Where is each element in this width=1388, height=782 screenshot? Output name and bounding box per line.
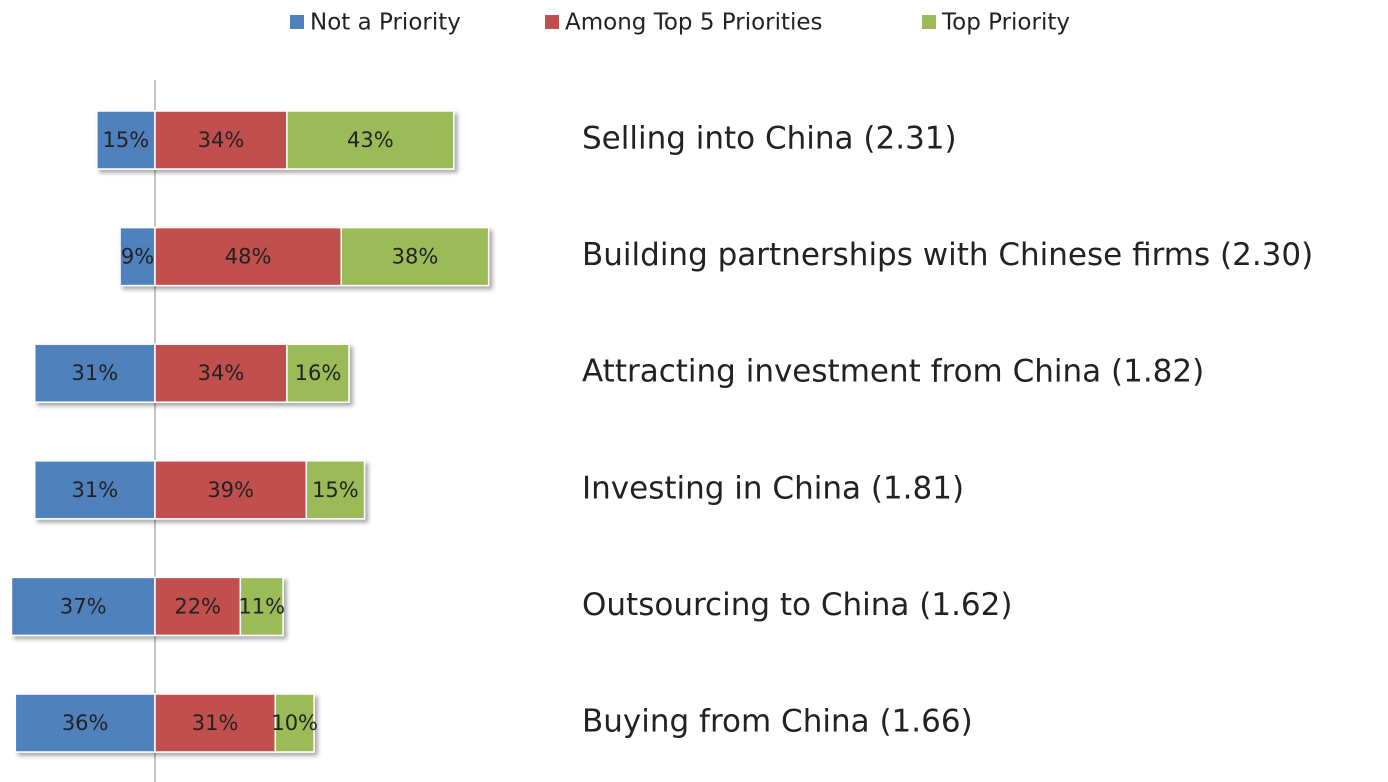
data-label: 22% — [174, 594, 221, 618]
bar-segment — [33, 460, 156, 520]
bar-segment — [154, 460, 308, 520]
bar-group — [10, 576, 284, 637]
legend-label: Top Priority — [941, 10, 1070, 36]
data-label: 31% — [72, 361, 119, 385]
data-label: 34% — [198, 128, 245, 152]
bar-segment — [286, 343, 350, 403]
data-label: 48% — [225, 245, 272, 269]
legend-label: Not a Priority — [310, 10, 461, 36]
data-label: 43% — [347, 128, 394, 152]
bar-group — [33, 460, 366, 520]
data-label: 9% — [121, 245, 154, 269]
data-label: 15% — [103, 128, 150, 152]
data-label: 37% — [60, 594, 107, 618]
bar-segment — [10, 576, 156, 637]
category-label: Buying from China (1.66) — [582, 704, 973, 740]
category-label: Attracting investment from China (1.82) — [582, 354, 1204, 390]
data-label: 15% — [312, 478, 359, 502]
category-label: Investing in China (1.81) — [582, 470, 964, 506]
bar-group — [14, 693, 315, 753]
data-label: 11% — [238, 594, 285, 618]
data-label: 31% — [72, 478, 119, 502]
bar-segment — [340, 226, 490, 287]
category-label: Building partnerships with Chinese firms… — [582, 237, 1313, 273]
legend-swatch — [922, 15, 936, 29]
bar-group — [33, 343, 350, 403]
bar-segment — [305, 460, 366, 520]
bar-segment — [14, 693, 156, 753]
bar-segment — [274, 693, 315, 753]
data-label: 38% — [392, 245, 439, 269]
bar-segment — [239, 576, 284, 637]
category-label: Outsourcing to China (1.62) — [582, 587, 1012, 623]
data-label: 31% — [192, 711, 239, 735]
legend-swatch — [290, 15, 304, 29]
bar-segment — [286, 110, 455, 170]
legend-swatch — [545, 15, 559, 29]
bar-segment — [154, 576, 242, 637]
category-label: Selling into China (2.31) — [582, 121, 957, 157]
bar-group — [119, 226, 490, 287]
legend-label: Among Top 5 Priorities — [565, 10, 823, 36]
data-label: 36% — [62, 711, 109, 735]
data-label: 16% — [295, 361, 342, 385]
data-label: 34% — [198, 361, 245, 385]
bar-segment — [154, 693, 277, 753]
bar-group — [96, 110, 455, 170]
data-label: 10% — [271, 711, 318, 735]
bar-segment — [154, 110, 288, 170]
data-label: 39% — [207, 478, 254, 502]
